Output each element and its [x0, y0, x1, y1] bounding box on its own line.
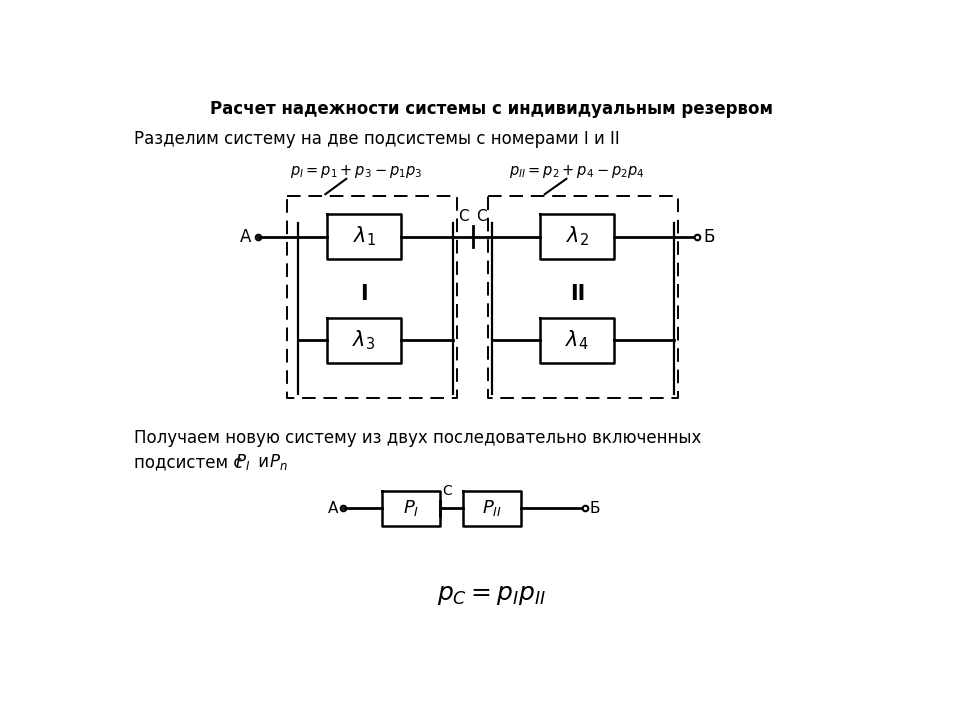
Text: Б: Б — [704, 228, 715, 246]
Text: I: I — [360, 284, 368, 305]
Text: $p_{II} = p_2 + p_4 - p_2 p_4$: $p_{II} = p_2 + p_4 - p_2 p_4$ — [510, 163, 645, 179]
Text: Получаем новую систему из двух последовательно включенных: Получаем новую систему из двух последова… — [134, 428, 702, 446]
Text: $P_I$: $P_I$ — [234, 452, 250, 472]
Text: Б: Б — [589, 501, 600, 516]
Text: $P_{II}$: $P_{II}$ — [482, 498, 502, 518]
Text: $\lambda_2$: $\lambda_2$ — [565, 225, 588, 248]
Text: А: А — [328, 501, 339, 516]
Text: С: С — [476, 210, 487, 224]
Text: II: II — [569, 284, 585, 305]
Text: $\lambda_4$: $\lambda_4$ — [565, 329, 589, 352]
Text: С: С — [442, 485, 452, 498]
Text: $p_C = p_I p_{II}$: $p_C = p_I p_{II}$ — [438, 582, 546, 606]
Text: $\lambda_3$: $\lambda_3$ — [352, 329, 375, 352]
Text: $P_n$: $P_n$ — [269, 452, 287, 472]
Text: $P_I$: $P_I$ — [402, 498, 419, 518]
Text: $p_I = p_1 + p_3 - p_1 p_3$: $p_I = p_1 + p_3 - p_1 p_3$ — [290, 163, 422, 179]
Text: $\lambda_1$: $\lambda_1$ — [352, 225, 375, 248]
Text: и: и — [253, 453, 275, 471]
Text: подсистем с: подсистем с — [134, 453, 248, 471]
Text: Расчет надежности системы с индивидуальным резервом: Расчет надежности системы с индивидуальн… — [210, 101, 774, 119]
Text: С: С — [458, 210, 468, 224]
Text: А: А — [240, 228, 252, 246]
Text: Разделим систему на две подсистемы с номерами I и II: Разделим систему на две подсистемы с ном… — [134, 130, 620, 148]
